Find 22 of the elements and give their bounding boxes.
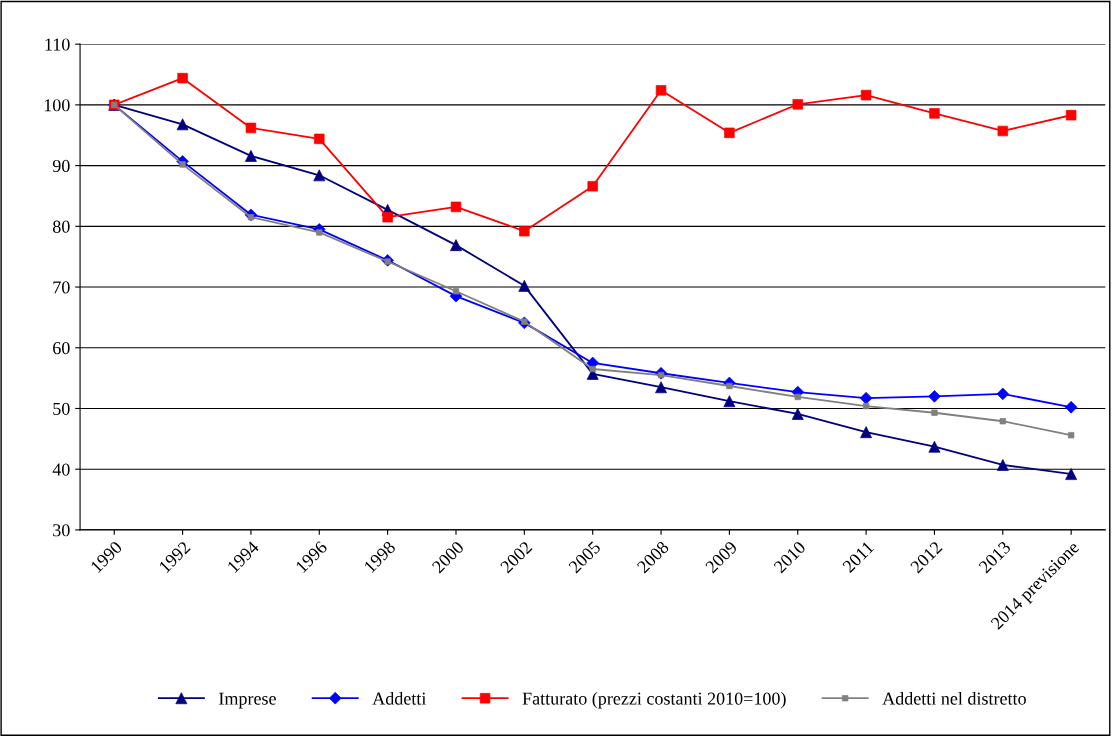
legend-label: Imprese [219,692,276,709]
y-tick-label: 80 [52,220,70,233]
legend-label: Addetti nel distretto [882,692,1026,705]
legend-label: Addetti [372,692,427,705]
y-tick-label: 90 [52,159,70,173]
y-tick-label: 40 [52,463,70,476]
y-tick-label: 100 [44,99,70,112]
y-tick-label: 30 [53,524,70,537]
y-tick-label: 60 [53,342,70,355]
point [997,125,1009,137]
point [587,181,598,192]
point [314,133,325,145]
y-tick-label: 70 [53,281,70,294]
point [1065,109,1077,121]
x-tick-label: 2011 [841,540,875,574]
point [1068,432,1075,439]
point [655,85,667,96]
legend-label: Fatturato (prezzi costanti 2010=100) [522,692,786,709]
y-tick-label: 50 [53,402,70,415]
y-tick-label: 110 [45,38,70,51]
point [999,418,1006,425]
point [245,122,257,134]
